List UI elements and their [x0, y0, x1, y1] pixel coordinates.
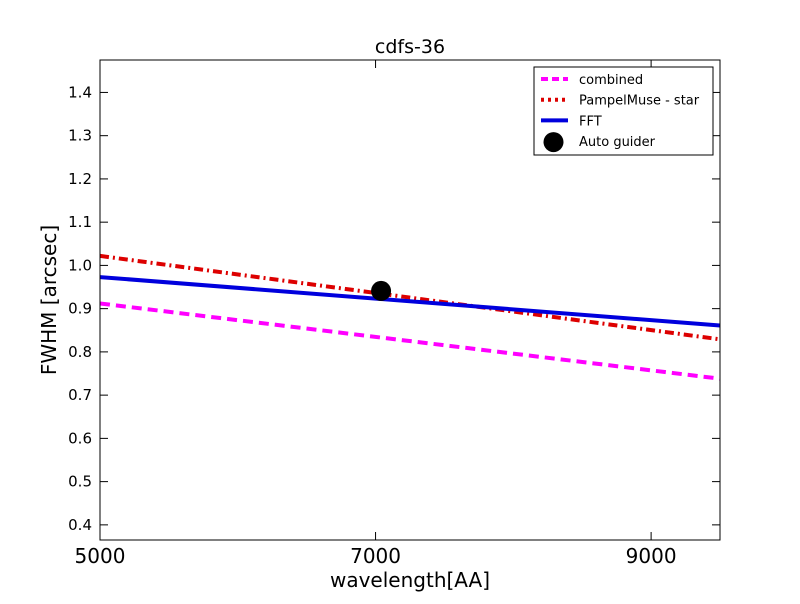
x-tick-label: 9000	[626, 544, 677, 568]
plot-area-frame	[99, 59, 721, 541]
x-axis: 5000 7000 9000	[75, 60, 677, 568]
legend: combined PampelMuse - star FFT Auto guider	[533, 66, 714, 156]
y-tick-label: 0.8	[68, 343, 92, 361]
series-line-2	[100, 253, 720, 342]
y-tick-label: 1.0	[68, 256, 92, 274]
y-tick-label: 1.3	[68, 127, 92, 145]
y-tick-label: 0.6	[68, 429, 92, 447]
series-line-1	[100, 301, 720, 381]
legend-entry-label: combined	[579, 73, 643, 88]
y-tick-label: 1.2	[68, 170, 92, 188]
legend-frame	[533, 66, 714, 156]
legend-marker	[543, 132, 564, 153]
chart-title: cdfs-36	[375, 36, 445, 58]
y-axis-label: FWHM [arcsec]	[37, 225, 61, 375]
legend-entry-label: FFT	[579, 114, 602, 129]
legend-entry-label: PampelMuse - star	[579, 94, 700, 109]
y-tick-label: 1.1	[68, 213, 92, 231]
y-tick-label: 1.4	[68, 83, 92, 101]
y-axis: 0.4 0.5 0.6 0.7 0.8 0.9 1.0 1.1 1.2 1.3 1.4	[68, 83, 720, 534]
series-line-3	[100, 275, 720, 328]
y-tick-label: 0.4	[68, 516, 92, 534]
y-tick-label: 0.9	[68, 300, 92, 318]
series-point-4-1	[371, 280, 392, 301]
series-layer	[100, 253, 720, 381]
y-tick-label: 0.5	[68, 473, 92, 491]
x-axis-label: wavelength[AA]	[330, 568, 490, 592]
x-tick-label: 7000	[350, 544, 401, 568]
legend-entry-label: Auto guider	[579, 135, 656, 150]
y-tick-label: 0.7	[68, 386, 92, 404]
x-tick-label: 5000	[75, 544, 126, 568]
